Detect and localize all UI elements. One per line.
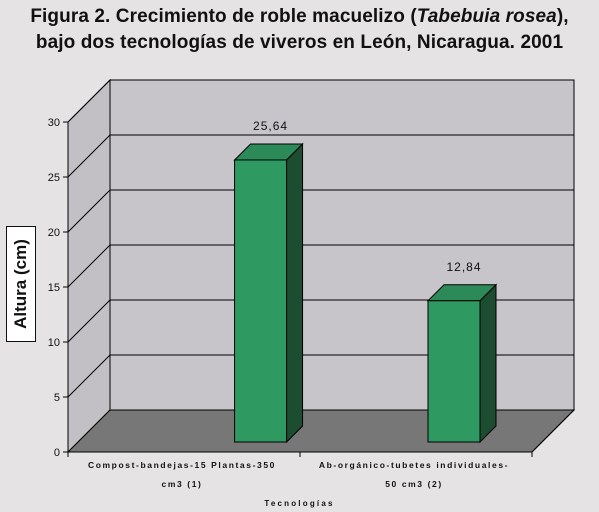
bar — [426, 283, 498, 444]
data-label: 12,84 — [446, 260, 481, 274]
chart-title-line1: Figura 2. Crecimiento de roble macuelizo… — [0, 4, 599, 30]
title-suffix: ), — [556, 6, 569, 27]
gridline — [67, 354, 574, 398]
chart-title-line2: bajo dos tecnologías de viveros en León,… — [35, 32, 564, 53]
gridlines — [67, 79, 574, 398]
title-species: Tabebuia rosea — [416, 6, 557, 27]
x-category-label: Ab-orgánico-tubetes individuales- — [319, 460, 509, 470]
y-tick-label: 5 — [54, 392, 60, 404]
y-tick-label: 15 — [48, 282, 60, 294]
bar-side-face — [479, 283, 497, 444]
labels: 0 5 10 15 20 25 30 25,64 12,84 Compost-bandejas-1… — [48, 117, 509, 489]
bar-front-face — [427, 300, 481, 443]
floor — [66, 409, 576, 453]
y-tick-label: 10 — [48, 337, 60, 349]
title-prefix: Figura 2. Crecimiento de roble macuelizo… — [30, 6, 417, 27]
data-label: 25,64 — [253, 119, 288, 133]
x-axis-label: Tecnologías — [264, 499, 335, 508]
y-tick-label: 30 — [48, 117, 60, 129]
gridline — [67, 134, 574, 178]
x-category-label: cm3 (1) — [162, 479, 203, 489]
gridline — [67, 189, 574, 233]
y-tick-label: 0 — [54, 447, 60, 459]
x-category-label: Compost-bandejas-15 Plantas-350 — [88, 460, 276, 470]
y-axis-label-box: Altura (cm) — [6, 226, 36, 342]
bars — [233, 142, 498, 444]
y-tick-label: 20 — [48, 227, 60, 239]
chart-walls — [66, 78, 576, 454]
bar — [233, 142, 304, 444]
axes — [63, 121, 575, 457]
gridline — [67, 79, 574, 123]
chart-title: Figura 2. Crecimiento de roble macuelizo… — [0, 4, 599, 56]
bar-side-face — [286, 142, 304, 444]
gridline — [67, 244, 574, 288]
bar-front-face — [234, 159, 288, 443]
y-tick-label: 25 — [48, 172, 60, 184]
y-axis-label: Altura (cm) — [11, 239, 30, 329]
x-category-label: 50 cm3 (2) — [385, 479, 443, 489]
floor-edge — [531, 409, 575, 453]
gridline — [67, 299, 574, 343]
